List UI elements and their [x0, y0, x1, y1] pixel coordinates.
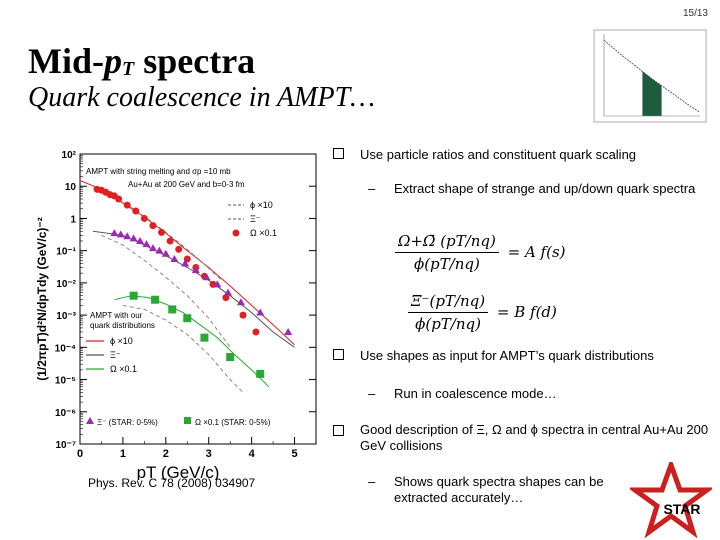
data-point [148, 244, 157, 252]
data-point [175, 245, 183, 253]
annotation: quark distributions [90, 321, 155, 330]
data-point [129, 291, 138, 300]
thumbnail-chart [593, 29, 707, 123]
model-curve [101, 234, 231, 348]
data-point [191, 266, 200, 274]
data-point [149, 222, 157, 230]
data-point [200, 333, 209, 342]
legend-marker [86, 417, 94, 424]
bullet-box-icon [333, 425, 344, 436]
bullet-3-sub: – Shows quark spectra shapes can be extra… [368, 474, 604, 505]
annotation: Au+Au at 200 GeV and b=0-3 fm [128, 180, 245, 189]
y-tick-label: 1 [70, 214, 76, 225]
legend-label: Ξ⁻ [250, 214, 261, 224]
legend-label: ϕ ×10 [250, 200, 273, 210]
bullet-box-icon [333, 349, 344, 360]
data-point [284, 327, 293, 335]
data-point [110, 229, 119, 237]
model-curve [122, 304, 244, 393]
x-tick-label: 0 [77, 448, 83, 460]
data-point [224, 288, 233, 296]
bullet-1-sub: – Extract shape of strange and up/down qu… [368, 181, 696, 196]
y-tick-label: 10⁻⁶ [55, 408, 76, 419]
bullet-box-icon [333, 148, 344, 159]
y-tick-label: 10⁻⁷ [55, 440, 76, 451]
data-point [123, 201, 131, 209]
y-axis-label: (1/2πpT)d²N/dpTdy (GeV/c)⁻² [35, 217, 49, 381]
data-point [226, 353, 235, 362]
legend-label: Ξ⁻ [110, 350, 121, 360]
data-point [166, 237, 174, 245]
data-point [168, 305, 177, 314]
data-point [202, 273, 211, 281]
formula-xi: Ξ⁻(pT/nq) ϕ(pT/nq) = B f(d) [408, 292, 557, 333]
y-tick-label: 10 [65, 182, 77, 193]
bullet-2-sub: – Run in coalescence mode… [368, 386, 557, 401]
data-point [136, 236, 145, 244]
data-point [155, 246, 164, 254]
data-point [115, 195, 123, 203]
annotation: AMPT with our [90, 311, 143, 320]
legend-label: Ω ×0.1 (STAR: 0-5%) [195, 418, 271, 427]
thumbnail-curve [603, 39, 701, 113]
y-tick-label: 10² [62, 150, 77, 161]
x-tick-label: 5 [291, 448, 297, 460]
data-point [252, 328, 260, 336]
y-tick-label: 10⁻⁴ [55, 343, 76, 354]
data-point [132, 207, 140, 215]
formula-omega: Ω+Ω̄ (pT/nq) ϕ(pT/nq) = A f(s) [395, 232, 566, 273]
data-point [222, 294, 230, 302]
data-point [236, 298, 245, 306]
data-point [256, 369, 265, 378]
star-outline-icon [630, 462, 712, 538]
bullet-3: Good description of Ξ, Ω and ϕ spectra i… [333, 422, 720, 454]
bullet-1: Use particle ratios and constituent quar… [333, 147, 713, 163]
data-point [239, 311, 247, 319]
annotation: AMPT with string melting and σp =10 mb [86, 167, 231, 176]
star-logo: STAR [630, 462, 712, 538]
spectra-chart: 10⁻⁷ 10⁻⁶ 10⁻⁵ 10⁻⁴ 10⁻³ 10⁻² 10⁻¹ 1 10 10² 0 1 2 3 4 5… [35, 150, 317, 480]
legend-label: Ω ×0.1 [110, 364, 137, 374]
x-axis-label: pT (GeV/c) [137, 463, 220, 480]
y-tick-label: 10⁻¹ [56, 247, 76, 258]
star-logo-text: STAR [663, 501, 700, 517]
data-point [140, 214, 148, 222]
page-number: 15/13 [682, 8, 708, 19]
y-tick-label: 10⁻² [56, 279, 76, 290]
y-tick-label: 10⁻³ [56, 311, 76, 322]
data-point [151, 295, 160, 304]
reference-citation: Phys. Rev. C 78 (2008) 034907 [88, 476, 256, 490]
legend-label: ϕ ×10 [110, 336, 133, 346]
legend-label: Ξ⁻ (STAR: 0-5%) [97, 418, 158, 427]
data-point [158, 228, 166, 236]
x-tick-label: 4 [249, 448, 256, 460]
data-point [183, 314, 192, 323]
legend-marker [232, 229, 240, 237]
legend-marker [184, 417, 191, 424]
data-point [142, 240, 151, 248]
legend-label: Ω ×0.1 [250, 228, 277, 238]
model-curve [114, 295, 270, 388]
data-point [161, 249, 170, 257]
x-tick-label: 2 [163, 448, 169, 460]
bullet-2: Use shapes as input for AMPT’s quark dis… [333, 348, 713, 364]
data-point [170, 255, 179, 263]
data-point [256, 308, 265, 316]
slide-title: Mid-pT spectra [28, 41, 256, 81]
data-point [116, 230, 125, 238]
x-tick-label: 3 [206, 448, 212, 460]
data-point [129, 234, 138, 242]
data-point [181, 259, 190, 267]
data-point [213, 280, 222, 288]
y-tick-label: 10⁻⁵ [55, 376, 76, 387]
slide-subtitle: Quark coalescence in AMPT… [28, 82, 376, 113]
x-tick-label: 1 [120, 448, 126, 460]
data-point [123, 232, 132, 240]
